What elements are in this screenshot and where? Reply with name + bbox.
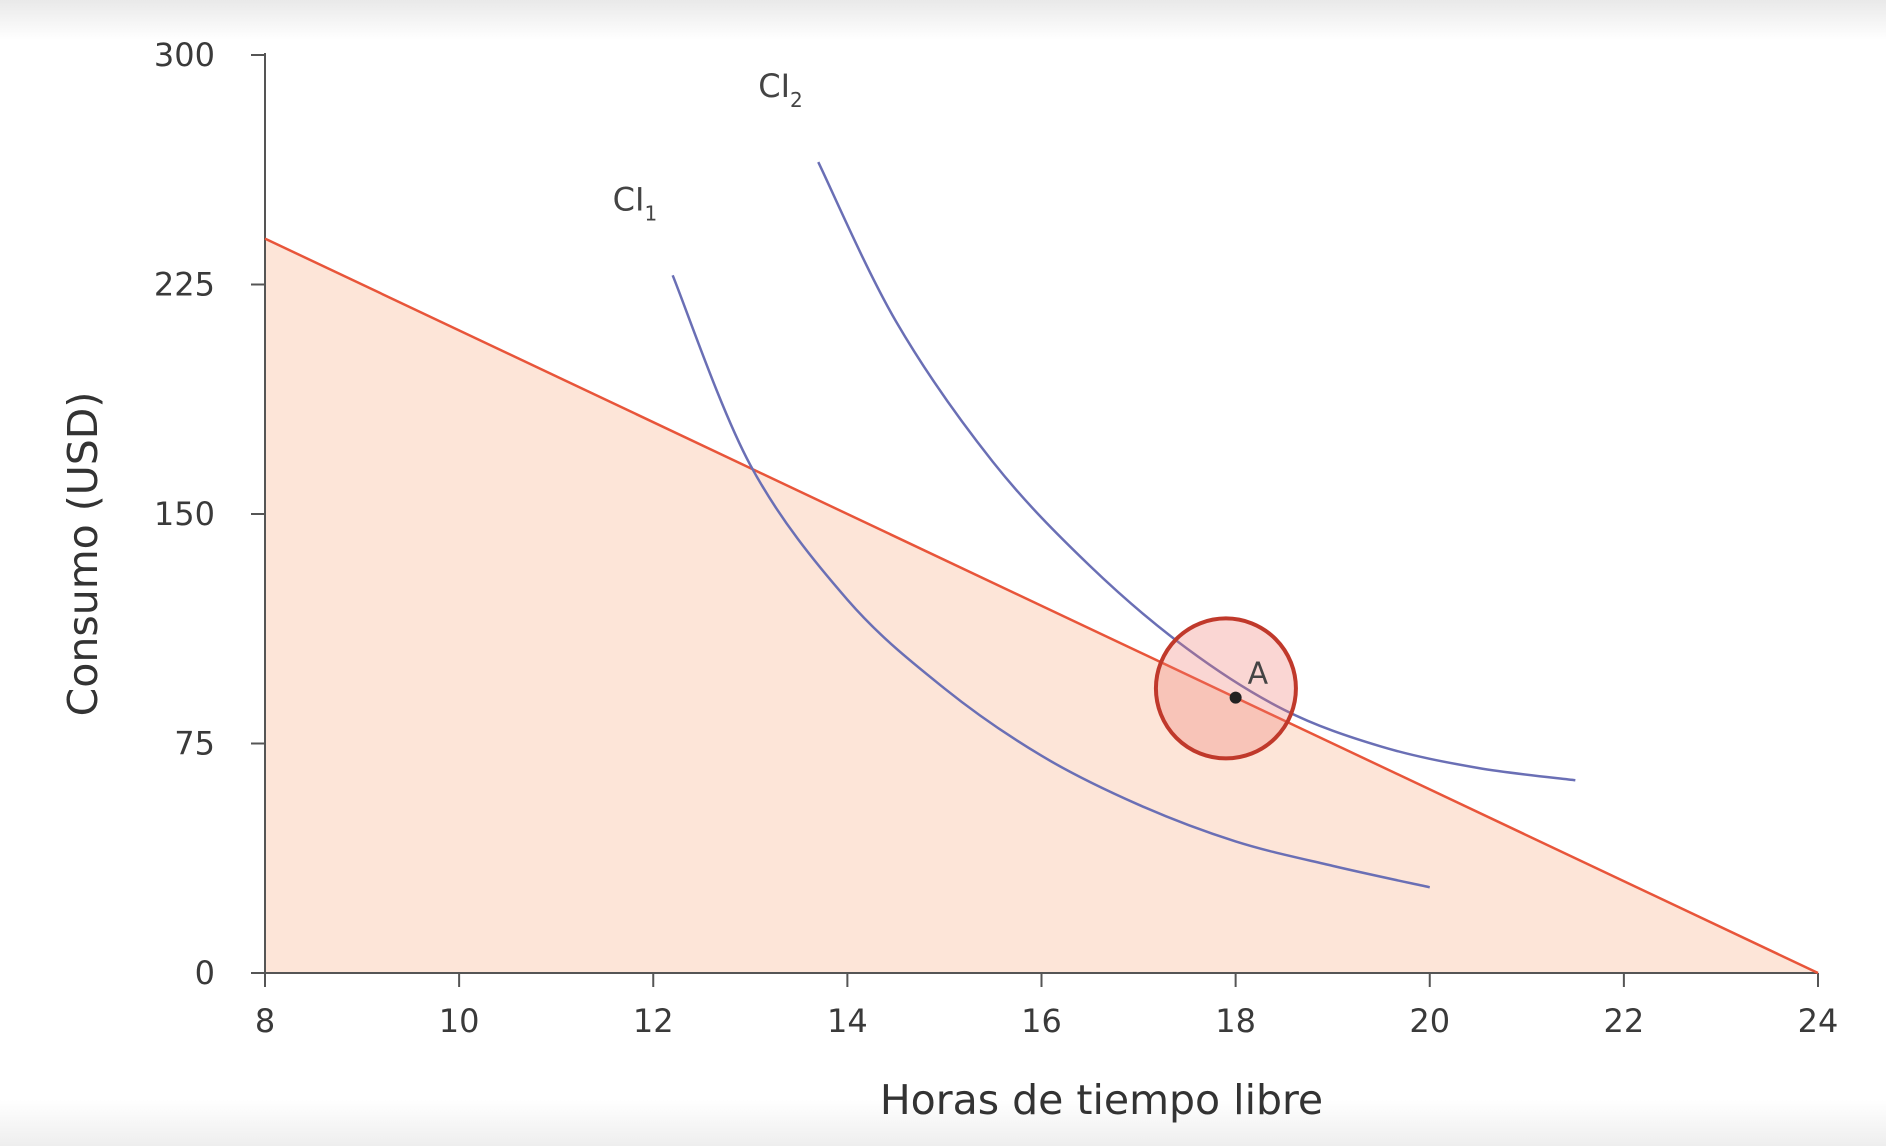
point-label-a: A (1248, 657, 1269, 692)
y-tick-label: 0 (195, 954, 215, 992)
highlight-circle (1153, 616, 1298, 761)
x-tick-label: 12 (633, 1002, 674, 1040)
indifference-curve-2 (817, 161, 1576, 782)
x-tick-label: 16 (1021, 1002, 1062, 1040)
curve-label-subscript: 1 (644, 201, 657, 225)
indifference-curve-1 (671, 274, 1431, 889)
y-tick-label: 75 (174, 725, 215, 763)
x-tick-label: 22 (1604, 1002, 1645, 1040)
y-axis-title: Consumo (USD) (59, 392, 107, 717)
x-axis-title: Horas de tiempo libre (880, 1076, 1323, 1124)
curve-label-ci2: CI2 (758, 67, 803, 112)
curve-label-subscript: 2 (790, 88, 803, 112)
curve-label-ci1: CI1 (613, 180, 658, 225)
curve-label-text: CI (613, 180, 645, 218)
x-tick-label: 18 (1215, 1002, 1256, 1040)
x-tick-label: 8 (255, 1002, 275, 1040)
curve-label-text: CI (758, 67, 790, 105)
point-a (1229, 691, 1242, 704)
x-tick-label: 14 (827, 1002, 868, 1040)
y-tick-label: 225 (154, 266, 215, 304)
x-tick-label: 24 (1798, 1002, 1839, 1040)
x-tick-label: 10 (439, 1002, 480, 1040)
y-tick-label: 150 (154, 495, 215, 533)
x-tick-label: 20 (1409, 1002, 1450, 1040)
budget-constraint-line (264, 237, 1819, 975)
y-tick-label: 300 (154, 36, 215, 74)
